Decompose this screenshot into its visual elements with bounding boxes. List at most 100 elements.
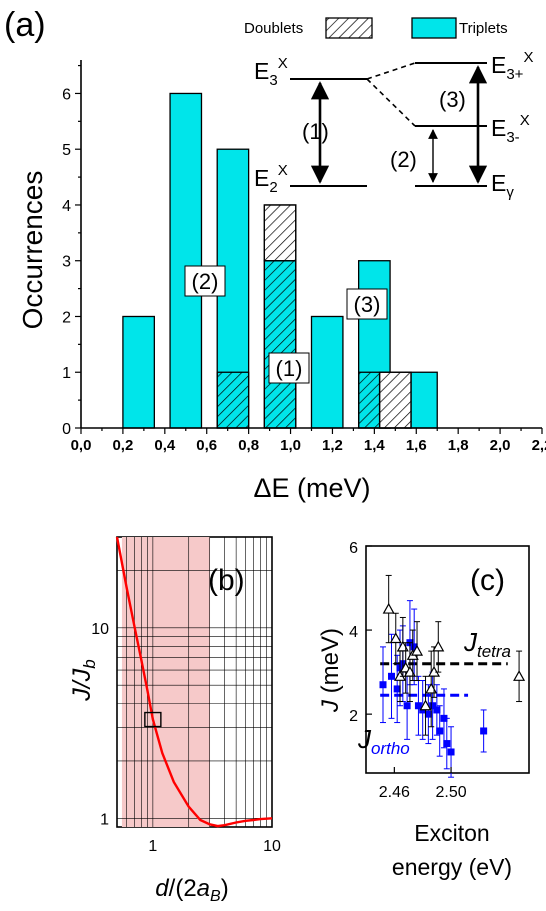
label-e3x: E3X (254, 55, 288, 89)
panel-c-tag: (c) (470, 564, 505, 597)
bar-triplets (122, 315, 155, 429)
bar-annotation-2: (2) (184, 265, 226, 297)
point-ortho (393, 685, 401, 693)
arrow-label-1: (1) (302, 119, 329, 144)
x-axis-label-c-line1: Exciton (414, 820, 489, 846)
x-tick-label-a: 0,4 (154, 437, 176, 454)
splitting-dash-up (366, 62, 416, 80)
marker-box-b (144, 711, 162, 728)
bar-hatched-overlay (263, 260, 297, 429)
shaded-region-b (121, 537, 210, 827)
label-e3minus: E3-X (491, 112, 530, 146)
y-axis-label-b: J/Jb (68, 659, 99, 701)
bars-a (122, 92, 438, 429)
bar-triplets (310, 315, 344, 429)
ticks-c: 2.46 2.50 2 4 6 (349, 540, 467, 801)
arrow-label-3: (3) (439, 87, 466, 112)
point-tetra (432, 640, 445, 652)
x-tick-label-a: 1,4 (364, 437, 386, 454)
y-tick-label-a: 1 (62, 365, 71, 382)
y-tick-label-a: 2 (62, 309, 71, 326)
svg-text:(2): (2) (192, 269, 219, 294)
point-tetra (428, 665, 441, 677)
bar-doublets-only (378, 371, 412, 429)
x-axis-label-a: ΔE (meV) (253, 473, 370, 503)
y-axis-label-c: J (meV) (317, 628, 344, 713)
point-tetra (389, 632, 402, 644)
arrow-label-2: (2) (390, 147, 417, 172)
x-tick-label-a: 1,0 (280, 437, 301, 454)
point-ortho (433, 706, 441, 714)
grid-b (117, 537, 272, 827)
point-ortho (424, 710, 432, 718)
panel-b: (b) 1 10 1 10 J/Jb d/(2aB) (68, 536, 281, 905)
point-ortho (447, 748, 455, 756)
label-e2x: E2X (254, 162, 288, 196)
x-tick-label-a: 0,6 (196, 437, 217, 454)
point-tetra (513, 670, 526, 681)
y-tick-label-c: 4 (349, 624, 358, 641)
panel-b-tag: (b) (208, 564, 245, 597)
y-tick-label-a: 6 (62, 86, 71, 103)
y-tick-label-b: 10 (91, 621, 109, 638)
point-ortho (414, 702, 422, 710)
x-tick-label-a: 1,6 (406, 437, 427, 454)
point-ortho (388, 672, 396, 680)
bar-triplets (169, 92, 203, 429)
point-ortho (443, 740, 451, 748)
legend: Doublets Triplets (244, 17, 508, 39)
x-tick-label-a: 2,2 (532, 437, 546, 454)
plot-c (379, 574, 526, 778)
point-ortho (410, 643, 418, 651)
y-tick-label-a: 3 (62, 254, 71, 271)
legend-triplets-label: Triplets (459, 20, 508, 37)
curve-b (115, 536, 273, 828)
plot-area-c (365, 545, 530, 774)
svg-text:(1): (1) (276, 356, 303, 381)
point-tetra (419, 699, 432, 711)
bar-hatched-overlay (216, 371, 250, 429)
panel-a: (a) Doublets Triplets 0,0 0,2 0,4 0,6 0,8 1,0… (4, 6, 546, 503)
point-tetra (382, 602, 395, 614)
point-ortho (436, 727, 444, 735)
label-egamma: Eγ (491, 170, 514, 201)
point-ortho (379, 681, 387, 689)
ticks-a: 0,0 0,2 0,4 0,6 0,8 1,0 1,2 1,4 1,6 1,8 2,0 2,2 0 1 2 3… (62, 64, 546, 454)
x-tick-label-a: 0,8 (238, 437, 259, 454)
x-tick-label-a: 1,8 (448, 437, 469, 454)
y-tick-label-a: 0 (62, 421, 71, 438)
y-tick-label-b: 1 (100, 811, 109, 828)
panel-a-tag: (a) (4, 6, 46, 44)
x-tick-label-b: 10 (263, 838, 281, 855)
y-tick-label-a: 4 (62, 198, 71, 215)
bar-annotation-3: (3) (346, 288, 388, 320)
bar-annotation-1: (1) (268, 352, 310, 384)
point-ortho (403, 702, 411, 710)
y-tick-label-c: 2 (349, 708, 358, 725)
y-tick-label-a: 5 (62, 142, 71, 159)
bar-doublets (263, 204, 297, 262)
x-axis-label-b: d/(2aB) (155, 875, 228, 905)
x-tick-label-c: 2.46 (379, 784, 410, 801)
x-tick-label-a: 0,0 (71, 437, 92, 454)
x-axis-label-c-line2: energy (eV) (392, 854, 512, 880)
energy-level-diagram: (1) (2) (3) E3X E2X E3+X E3-X Eγ (254, 49, 533, 201)
y-tick-label-c: 6 (349, 540, 358, 557)
point-tetra (411, 644, 424, 656)
legend-triplets-swatch (411, 17, 457, 39)
splitting-dash-down (366, 78, 416, 127)
x-tick-label-c: 2.50 (435, 784, 466, 801)
x-tick-label-a: 1,2 (322, 437, 343, 454)
legend-doublets-label: Doublets (244, 20, 303, 37)
legend-doublets-swatch (325, 17, 373, 39)
ticks-b: 1 10 1 10 (91, 621, 281, 855)
point-ortho (429, 702, 437, 710)
y-axis-label-a: Occurrences (17, 171, 48, 330)
label-e3plus: E3+X (491, 49, 533, 83)
x-tick-label-a: 0,2 (112, 437, 133, 454)
x-tick-label-b: 1 (148, 838, 157, 855)
x-tick-label-a: 2,0 (490, 437, 511, 454)
svg-text:(3): (3) (354, 292, 381, 317)
